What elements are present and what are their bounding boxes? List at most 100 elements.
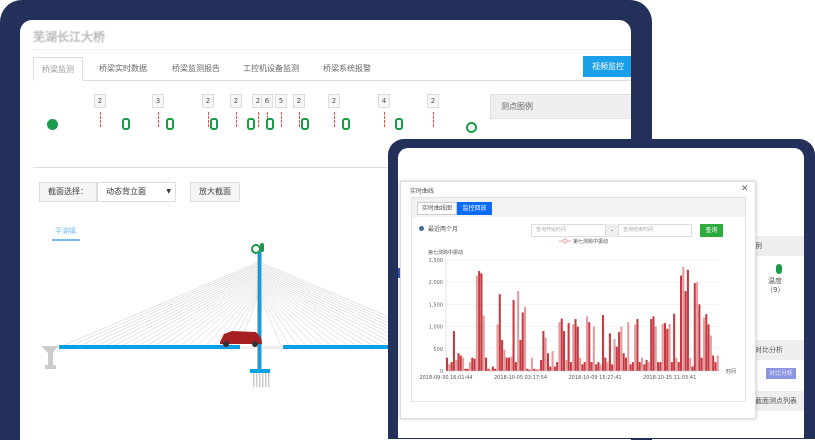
data-bar — [698, 304, 701, 371]
strain-sensor-icon[interactable] — [247, 118, 255, 130]
data-bar — [574, 319, 577, 371]
data-bar — [608, 333, 611, 371]
stay-cable — [258, 288, 308, 348]
range-option-label[interactable]: 最近两个月 — [428, 226, 459, 233]
sensor-count-badge[interactable]: 2 — [94, 94, 106, 108]
active-nav-marker — [398, 268, 401, 278]
stay-cable — [187, 284, 260, 348]
data-bar — [510, 356, 513, 371]
panel-header — [412, 198, 745, 217]
sensor-count-badge[interactable]: 2 — [230, 94, 242, 108]
data-bar — [581, 364, 584, 371]
sensor-count-badge[interactable]: 6 — [261, 94, 273, 108]
legend-marker — [562, 238, 568, 244]
sensor-count-badge[interactable]: 3 — [152, 94, 164, 108]
strain-sensor-icon[interactable] — [395, 118, 403, 130]
strain-sensor-icon[interactable] — [122, 118, 130, 130]
data-bar — [544, 337, 547, 371]
data-bar — [507, 357, 511, 371]
stay-cable — [258, 293, 282, 348]
tab-bridge-monitor[interactable]: 桥梁监测 — [33, 57, 83, 81]
section-select[interactable]: 动态背立面 ▼ — [97, 182, 176, 202]
y-tick-label: 500 — [433, 347, 443, 353]
compare-header: 对比分析 — [753, 340, 804, 360]
tab-ipc-monitor[interactable]: 工控机设备监测 — [243, 64, 299, 73]
sensor-count: （9） — [766, 286, 785, 294]
data-bar — [622, 353, 625, 371]
stay-cable — [258, 275, 384, 348]
data-bar — [631, 362, 634, 371]
pile — [265, 373, 267, 387]
sensor-anchor-icon[interactable] — [47, 119, 58, 130]
strain-sensor-icon[interactable] — [210, 118, 218, 130]
stay-cable — [161, 279, 260, 348]
y-tick-label: 1,500 — [429, 302, 443, 308]
tab-realtime-data[interactable]: 桥梁实时数据 — [99, 64, 147, 73]
strain-sensor-icon[interactable] — [266, 118, 274, 130]
data-bar — [700, 357, 703, 371]
section-marker — [258, 112, 259, 127]
x-tick-label: 2018-09-30 16:01:44 — [419, 375, 472, 381]
end-time-input[interactable]: 查询结束时间 — [618, 224, 692, 237]
stay-cable — [258, 279, 359, 348]
data-bar — [709, 335, 712, 371]
start-time-input[interactable]: 查询开始时间 — [531, 224, 606, 237]
data-bar — [505, 357, 508, 371]
data-bar — [452, 331, 455, 371]
data-bar — [652, 316, 655, 371]
temperature-sensor-icon[interactable] — [776, 264, 782, 274]
strain-sensor-icon[interactable] — [342, 118, 350, 130]
section-marker — [299, 112, 300, 127]
close-icon[interactable]: ✕ — [741, 184, 749, 194]
video-monitor-button[interactable]: 视频监控 — [583, 56, 631, 77]
sensor-count-badge[interactable]: 2 — [427, 94, 439, 108]
sensor-count-badge[interactable]: 2 — [328, 94, 340, 108]
data-bar — [588, 322, 591, 371]
stay-cable — [144, 276, 260, 348]
stay-cable — [258, 276, 376, 348]
pile — [262, 373, 264, 387]
data-bar — [560, 318, 563, 371]
sensor-count-badge[interactable]: 4 — [378, 94, 390, 108]
data-bar — [498, 294, 501, 371]
stay-cable — [170, 281, 260, 348]
pile — [259, 373, 261, 387]
data-bar — [620, 326, 623, 371]
radio-selected-icon[interactable] — [419, 226, 424, 231]
query-button[interactable]: 查询 — [700, 224, 723, 237]
zoom-section-button[interactable]: 放大截面 — [190, 182, 240, 202]
tab-system-alarm[interactable]: 桥梁系统报警 — [323, 64, 371, 73]
data-bar — [462, 357, 465, 371]
legend-label: 第七测跨中振动 — [573, 238, 608, 245]
section-marker — [158, 112, 159, 127]
data-bar — [590, 362, 593, 371]
sensor-count-badge[interactable]: 5 — [275, 94, 287, 108]
tab-monitor-report[interactable]: 桥梁监测报告 — [172, 64, 220, 73]
data-bar — [686, 269, 689, 371]
data-bar — [466, 368, 469, 371]
sensor-count-badge[interactable]: 2 — [202, 94, 214, 108]
data-bar — [482, 315, 485, 371]
sensor-count-badge[interactable]: 2 — [293, 94, 305, 108]
strain-sensor-icon[interactable] — [166, 118, 174, 130]
tab-realtime-chart[interactable]: 实时曲线图 — [417, 202, 457, 215]
data-bar — [535, 369, 538, 371]
stay-cable — [127, 273, 260, 348]
x-tick-label: 2018-10-05 03:17:54 — [494, 375, 547, 381]
data-bar — [670, 362, 673, 371]
data-bar — [606, 362, 609, 371]
stay-cable — [258, 284, 333, 348]
data-bar — [521, 312, 524, 371]
data-bar — [705, 314, 708, 371]
strain-sensor-icon[interactable] — [301, 118, 309, 130]
abutment-pier — [41, 346, 58, 369]
ban-icon[interactable] — [466, 122, 477, 133]
data-bar — [677, 362, 680, 371]
data-bar — [624, 357, 628, 371]
data-bar — [473, 358, 476, 371]
modal-panel: 实时曲线图 监控回放 最近两个月 查询开始时间 - 查询结束时间 查询 — [411, 197, 746, 402]
compare-button[interactable]: 对比分析 — [766, 368, 796, 379]
data-bar — [457, 353, 460, 371]
data-bar — [666, 328, 669, 371]
tab-playback[interactable]: 监控回放 — [457, 202, 492, 215]
